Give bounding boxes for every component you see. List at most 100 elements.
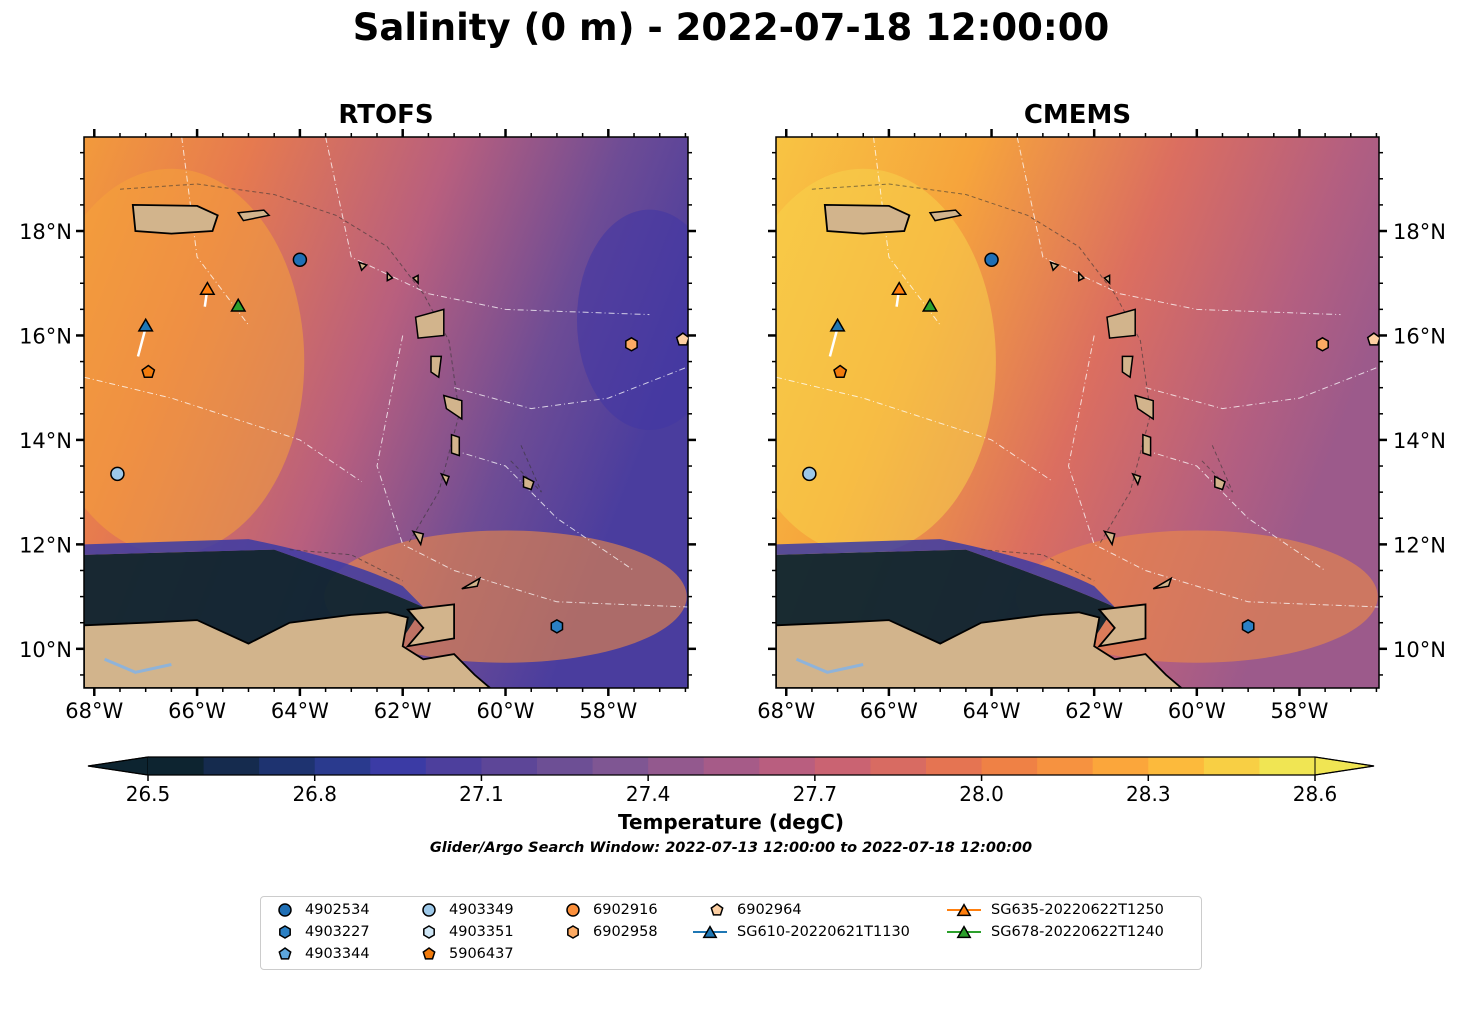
marker-SG610-20220621T1130 (829, 317, 846, 332)
map-frame (775, 136, 1380, 689)
colorbar-extend-low (87, 756, 149, 776)
map-panel-rtofs: 68°W 66°W 64°W 62°W 60°W 58°W 18°N 16°N 14°N 12°N… (19, 129, 696, 723)
colorbar-segment (1092, 757, 1149, 775)
legend-label: SG635-20220622T1250 (991, 902, 1164, 918)
figure-title: Salinity (0 m) - 2022-07-18 12:00:00 (352, 6, 1110, 49)
lat-tick-label: 12°N (1393, 533, 1446, 557)
colorbar-segment (981, 757, 1038, 775)
legend-label: SG610-20220621T1130 (737, 924, 910, 940)
triangle-marker-icon (693, 925, 727, 939)
colorbar-segment (203, 757, 260, 775)
colorbar-tick-label: 27.1 (459, 782, 504, 806)
colorbar-segment (481, 757, 538, 775)
colorbar-segment (870, 757, 927, 775)
lon-tick-label: 68°W (757, 699, 815, 723)
lon-tick-label: 64°W (271, 699, 329, 723)
marker-SG678-20220622T1240 (921, 297, 938, 312)
colorbar-tick-label: 26.8 (292, 782, 337, 806)
circle-marker-icon (422, 903, 436, 917)
legend-item: 6902916 (563, 901, 658, 919)
colorbar-tick-label: 27.4 (626, 782, 671, 806)
legend-item: 6902958 (563, 923, 658, 941)
legend-label: 4903344 (305, 946, 370, 962)
legend-item: 4903349 (419, 901, 514, 919)
marker-SG678-20220622T1240 (230, 297, 247, 312)
profile-markers (110, 252, 688, 634)
legend-marker (279, 925, 291, 939)
map-panel-cmems: 68°W 66°W 64°W 62°W 60°W 58°W 18°N 16°N 14°N 12°N… (757, 129, 1446, 723)
lat-tick-label: 10°N (19, 638, 72, 662)
marker-4902534 (984, 252, 999, 267)
colorbar-segment (314, 757, 371, 775)
lon-tick-label: 58°W (579, 699, 637, 723)
colorbar-segment (370, 757, 427, 775)
colorbar-segment (537, 757, 594, 775)
legend-marker (956, 903, 972, 917)
legend-marker (710, 903, 724, 916)
colorbar-segment (1203, 757, 1261, 775)
colorbar-segment (926, 757, 983, 775)
legend-item: 4902534 (275, 901, 370, 919)
legend-marker (567, 925, 579, 939)
marker-SG635-20220622T1250 (891, 281, 908, 296)
triangle-marker-icon (947, 903, 981, 917)
colorbar-label: Temperature (degC) (618, 810, 844, 834)
colorbar-segment (259, 757, 316, 775)
pentagon-marker-icon (278, 947, 292, 960)
marker-5906437 (141, 364, 156, 379)
legend-label: 6902958 (593, 924, 658, 940)
legend-item: 6902964 (707, 901, 802, 919)
legend-marker (278, 947, 292, 960)
lat-tick-label: 10°N (1393, 638, 1446, 662)
marker-4903227 (550, 619, 564, 634)
legend-item: SG610-20220621T1130 (693, 923, 910, 941)
pentagon-marker-icon (422, 947, 436, 960)
lat-tick-label: 14°N (19, 429, 72, 453)
colorbar-segment (148, 757, 205, 775)
pentagon-marker-icon (710, 903, 724, 916)
legend-marker (422, 903, 436, 917)
lon-tick-label: 62°W (374, 699, 432, 723)
colorbar-segment (703, 757, 760, 775)
land (84, 203, 535, 688)
colorbar-segment (1259, 757, 1316, 775)
marker-4903227 (1241, 619, 1255, 634)
colorbar-tick-label: 27.7 (793, 782, 838, 806)
marker-6902958 (1316, 336, 1329, 352)
colorbar-segment (1148, 757, 1205, 775)
colorbar-extend-high (1314, 756, 1375, 776)
triangle-marker-icon (947, 925, 981, 939)
legend-label: 4902534 (305, 902, 370, 918)
lat-tick-label: 16°N (1393, 324, 1446, 348)
panel-title-rtofs: RTOFS (338, 100, 434, 130)
marker-SG635-20220622T1250 (199, 281, 216, 296)
lon-tick-label: 66°W (860, 699, 918, 723)
legend-label: 4903351 (449, 924, 514, 940)
legend-item: SG635-20220622T1250 (947, 901, 1164, 919)
marker-6902964 (1366, 332, 1379, 346)
colorbar-segment (814, 757, 872, 775)
colorbar-segment (425, 757, 483, 775)
legend-item: 4903227 (275, 923, 370, 941)
lon-tick-label: 68°W (65, 699, 123, 723)
lat-tick-label: 18°N (19, 220, 72, 244)
legend-marker (423, 925, 435, 939)
marker-4903349 (110, 466, 125, 482)
legend: 4902534 4903227 4903344 4903349 4903351 59064… (260, 896, 1202, 970)
lon-tick-label: 60°W (1168, 699, 1226, 723)
colorbar-segment (648, 757, 705, 775)
colorbar-segment (592, 757, 649, 775)
lon-tick-label: 60°W (477, 699, 535, 723)
lon-tick-label: 66°W (168, 699, 226, 723)
legend-marker (956, 925, 972, 939)
lat-tick-label: 18°N (1393, 220, 1446, 244)
salinity-field (84, 137, 688, 688)
marker-4902534 (292, 252, 308, 267)
lat-tick-label: 16°N (19, 324, 72, 348)
colorbar-tick-label: 28.0 (959, 782, 1004, 806)
colorbar-tick-label: 28.3 (1126, 782, 1171, 806)
legend-label: SG678-20220622T1240 (991, 924, 1164, 940)
legend-label: 5906437 (449, 946, 514, 962)
colorbar-tick-label: 26.5 (126, 782, 171, 806)
